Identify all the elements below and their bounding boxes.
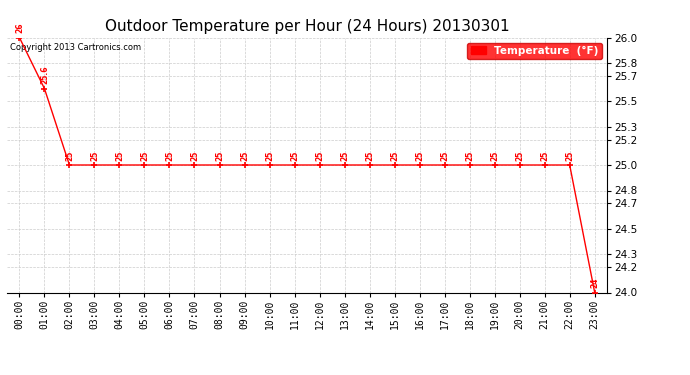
Text: 25: 25 <box>390 150 399 161</box>
Text: 24: 24 <box>590 278 599 288</box>
Legend: Temperature  (°F): Temperature (°F) <box>467 43 602 59</box>
Text: 25: 25 <box>465 150 474 161</box>
Title: Outdoor Temperature per Hour (24 Hours) 20130301: Outdoor Temperature per Hour (24 Hours) … <box>105 18 509 33</box>
Text: 25: 25 <box>190 150 199 161</box>
Text: 25.6: 25.6 <box>40 66 49 84</box>
Text: Copyright 2013 Cartronics.com: Copyright 2013 Cartronics.com <box>10 43 141 52</box>
Text: 25: 25 <box>215 150 224 161</box>
Text: 25: 25 <box>140 150 149 161</box>
Text: 25: 25 <box>540 150 549 161</box>
Text: 25: 25 <box>415 150 424 161</box>
Text: 25: 25 <box>340 150 349 161</box>
Text: 25: 25 <box>440 150 449 161</box>
Text: 25: 25 <box>515 150 524 161</box>
Text: 25: 25 <box>90 150 99 161</box>
Text: 25: 25 <box>115 150 124 161</box>
Text: 26: 26 <box>15 23 24 33</box>
Text: 25: 25 <box>240 150 249 161</box>
Text: 25: 25 <box>165 150 174 161</box>
Text: 25: 25 <box>65 150 74 161</box>
Text: 25: 25 <box>365 150 374 161</box>
Text: 25: 25 <box>315 150 324 161</box>
Text: 25: 25 <box>265 150 274 161</box>
Text: 25: 25 <box>490 150 499 161</box>
Text: 25: 25 <box>290 150 299 161</box>
Text: 25: 25 <box>565 150 574 161</box>
